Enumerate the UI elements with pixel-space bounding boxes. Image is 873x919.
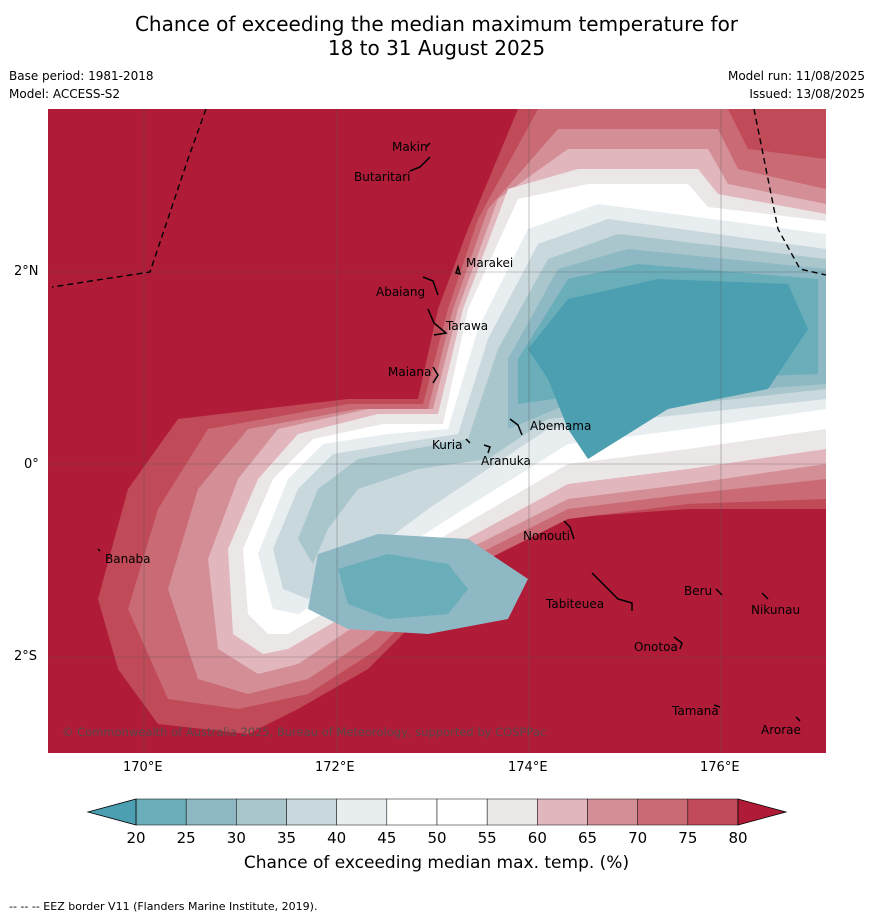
- island-banaba: [97, 548, 101, 552]
- colorbar-tick-label: 35: [276, 829, 297, 847]
- meta-right: Model run: 11/08/2025 Issued: 13/08/2025: [728, 67, 865, 103]
- eez-footnote: -- -- -- EEZ border V11 (Flanders Marine…: [9, 900, 318, 913]
- colorbar-cell: [286, 798, 337, 826]
- colorbar-tick-label: 45: [377, 829, 397, 847]
- meta-left: Base period: 1981-2018 Model: ACCESS-S2: [9, 67, 154, 103]
- colorbar-cell: [587, 798, 638, 826]
- island-nonouti: [563, 520, 575, 540]
- colorbar-over-arrow: [737, 798, 788, 826]
- colorbar-cell: [135, 798, 187, 826]
- colorbar-cell: [185, 798, 237, 826]
- colorbar-tick-label: 80: [728, 829, 748, 847]
- place-label: Marakei: [466, 256, 513, 270]
- lon-label-174: 174°E: [508, 760, 548, 775]
- island-beru: [715, 588, 723, 596]
- island-onotoa: [673, 636, 683, 650]
- place-labels: Makin Butaritari Marakei Abaiang Tarawa …: [105, 140, 801, 737]
- map-title: Chance of exceeding the median maximum t…: [0, 12, 873, 60]
- colorbar-cell: [236, 798, 287, 826]
- place-label: Makin: [392, 140, 428, 154]
- colorbar-tick-label: 70: [628, 829, 648, 847]
- island-kuria: [465, 438, 471, 444]
- colorbar-cell: [537, 798, 588, 826]
- colorbar-tick-label: 50: [427, 829, 447, 847]
- eez-border-east: [753, 109, 826, 276]
- model-run: Model run: 11/08/2025: [727, 69, 865, 83]
- colorbar-under-arrow: [86, 798, 137, 826]
- eez-borders: [51, 109, 826, 288]
- title-line-1: Chance of exceeding the median maximum t…: [134, 12, 739, 36]
- colorbar-cell: [386, 798, 438, 826]
- island-aranuka: [483, 444, 491, 454]
- base-period: Base period: 1981-2018: [9, 69, 154, 83]
- place-label: Tabiteuea: [545, 597, 604, 611]
- place-label: Abemama: [530, 419, 591, 433]
- place-label: Banaba: [105, 552, 151, 566]
- model-name: Model: ACCESS-S2: [9, 87, 121, 101]
- colorbar-tick-label: 65: [577, 829, 598, 847]
- title-line-2: 18 to 31 August 2025: [327, 36, 546, 60]
- lat-label-2N: 2°N: [14, 264, 39, 279]
- colorbar-cells: [135, 798, 739, 826]
- island-abemama: [509, 418, 523, 436]
- eez-border-west: [51, 109, 207, 288]
- contour-south-20: [338, 554, 468, 619]
- place-label: Abaiang: [376, 285, 425, 299]
- place-label: Tarawa: [445, 319, 488, 333]
- colorbar-tick-label: 75: [678, 829, 698, 847]
- colorbar-cell: [436, 798, 488, 826]
- island-makin: [425, 142, 431, 148]
- place-label: Arorae: [761, 723, 801, 737]
- copyright-notice: © Commonwealth of Australia 2025, Bureau…: [62, 725, 546, 739]
- place-label: Nonouti: [523, 529, 570, 543]
- place-label: Maiana: [388, 365, 431, 379]
- colorbar-tick-label: 20: [126, 829, 146, 847]
- contour-under-20: [528, 279, 808, 459]
- colorbar-cell: [637, 798, 689, 826]
- colorbar-cell: [687, 798, 739, 826]
- colorbar-tick-label: 30: [226, 829, 246, 847]
- lon-label-170: 170°E: [123, 760, 163, 775]
- island-arorae: [795, 716, 801, 722]
- colorbar-tick-label: 25: [176, 829, 196, 847]
- colorbar-tick-label: 60: [527, 829, 547, 847]
- island-tamana: [713, 704, 721, 708]
- temperature-map: Makin Butaritari Marakei Abaiang Tarawa …: [48, 109, 826, 753]
- lon-label-172: 172°E: [315, 760, 355, 775]
- island-butaritari: [409, 156, 431, 172]
- colorbar-tick-label: 40: [327, 829, 347, 847]
- place-label: Nikunau: [751, 603, 800, 617]
- place-label: Tamana: [671, 704, 719, 718]
- place-label: Aranuka: [481, 454, 531, 468]
- issued-date: Issued: 13/08/2025: [749, 87, 865, 101]
- colorbar-title: Chance of exceeding median max. temp. (%…: [243, 853, 630, 873]
- place-label: Kuria: [432, 438, 463, 452]
- place-label: Beru: [684, 584, 712, 598]
- lat-label-0: 0°: [24, 457, 39, 472]
- island-maiana: [432, 366, 439, 384]
- contour-fields: [98, 109, 826, 734]
- place-label: Butaritari: [354, 170, 411, 184]
- colorbar-cell: [486, 798, 538, 826]
- graticule: [48, 109, 826, 753]
- place-label: Onotoa: [634, 640, 678, 654]
- colorbar-tick-label: 55: [477, 829, 497, 847]
- island-tabiteuea: [591, 572, 633, 611]
- lat-label-2S: 2°S: [14, 649, 38, 664]
- colorbar-cell: [336, 798, 388, 826]
- island-tarawa: [427, 308, 448, 336]
- lon-label-176: 176°E: [700, 760, 740, 775]
- island-marakei: [455, 264, 462, 276]
- island-nikunau: [761, 592, 769, 600]
- island-abaiang: [422, 276, 439, 296]
- colorbar: [86, 798, 788, 826]
- island-outlines: [97, 142, 801, 722]
